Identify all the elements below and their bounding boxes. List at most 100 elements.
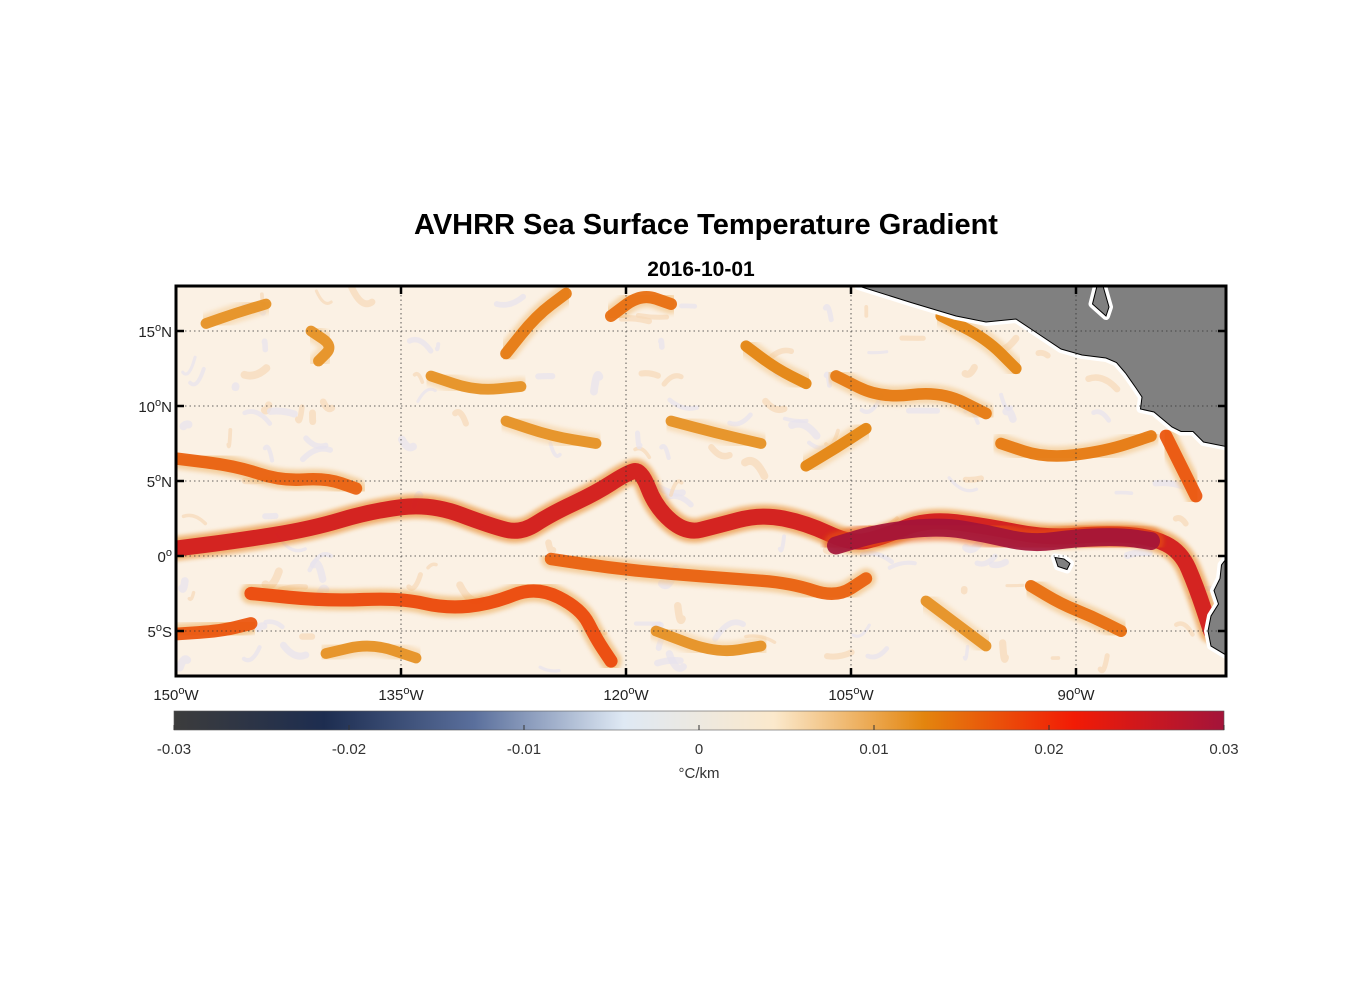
map-area <box>176 286 1226 676</box>
texture-streak <box>860 550 894 565</box>
texture-streak <box>1035 349 1051 359</box>
front-north-front-7 <box>305 325 335 367</box>
front-mid-front-1 <box>665 415 767 449</box>
texture-streak <box>865 646 890 660</box>
texture-streak <box>179 420 193 431</box>
texture-streak <box>548 441 562 458</box>
texture-streak <box>314 289 333 305</box>
texture-streak <box>398 435 417 452</box>
texture-streak <box>1002 406 1017 423</box>
texture-streak <box>638 370 661 379</box>
front-south-front-5 <box>650 625 767 657</box>
colorbar-tick-label: -0.01 <box>507 741 541 758</box>
texture-streak <box>851 623 871 638</box>
texture-streak <box>1097 653 1110 674</box>
texture-streak <box>263 619 285 630</box>
texture-streak <box>788 419 821 440</box>
colorbar-tick-label: 0.01 <box>859 741 888 758</box>
front-north-front-8 <box>740 340 812 390</box>
colorbar-tick-label: 0.03 <box>1209 741 1238 758</box>
texture-streak <box>538 665 561 673</box>
texture-streak <box>999 392 1014 411</box>
x-axis-ticks: 150oW 135oW 120oW 105oW 90oW <box>153 286 1095 704</box>
texture-streak <box>294 404 305 424</box>
colorbar-ticks: -0.03 -0.02 -0.01 0 0.01 0.02 0.03 <box>157 725 1239 758</box>
texture-streak <box>658 337 665 350</box>
texture-streak <box>633 446 652 460</box>
texture-streak <box>1114 490 1134 495</box>
tick-label: 105oW <box>828 685 874 704</box>
texture-streak <box>777 534 787 553</box>
texture-streak <box>741 456 769 480</box>
colorbar-tick-label: -0.02 <box>332 741 366 758</box>
texture-streak <box>762 397 788 414</box>
tick-label: 10oN <box>138 397 172 416</box>
texture-streak <box>241 645 262 663</box>
land-galapagos-islands <box>1054 556 1071 571</box>
texture-streak <box>999 639 1009 663</box>
texture-streak <box>989 558 1009 569</box>
front-north-front-4 <box>830 370 992 420</box>
chart-subtitle: 2016-10-01 <box>647 258 755 281</box>
texture-streak <box>181 513 208 526</box>
texture-streak <box>1091 409 1112 423</box>
front-southwest-front <box>176 617 258 641</box>
texture-streak <box>260 401 273 415</box>
texture-streak <box>1174 621 1195 637</box>
grid-lines <box>176 286 1226 676</box>
front-north-front-9 <box>935 310 1022 375</box>
texture-streak <box>493 293 527 308</box>
y-axis-ticks: 15oN 10oN 5oN 0o 5oS <box>138 322 1226 641</box>
texture-streak <box>782 416 809 423</box>
front-east-front-3 <box>920 595 992 652</box>
texture-streak <box>665 650 687 672</box>
front-north-front-6 <box>200 298 272 329</box>
tick-label: 135oW <box>378 685 424 704</box>
tick-label: 5oN <box>147 472 172 491</box>
front-mid-front-3 <box>500 415 602 449</box>
front-east-front-1 <box>1159 429 1203 503</box>
texture-streak <box>348 286 376 308</box>
texture-streak <box>674 602 686 625</box>
texture-streak <box>412 372 425 384</box>
texture-streak <box>665 493 694 508</box>
tick-label: 90oW <box>1058 685 1096 704</box>
texture-streak <box>1085 374 1121 393</box>
texture-streak <box>635 312 670 320</box>
texture-streak <box>887 560 917 570</box>
texture-streak <box>659 443 671 461</box>
texture-streak <box>416 387 437 403</box>
texture-streak <box>823 649 855 660</box>
texture-streak <box>708 444 733 460</box>
front-lines <box>176 286 1223 672</box>
texture-streak <box>319 398 336 413</box>
texture-streak <box>309 559 327 583</box>
texture-streak <box>1172 515 1189 527</box>
texture-streak <box>744 634 777 644</box>
texture-streak <box>634 430 643 450</box>
front-eastern-core <box>827 518 1160 555</box>
texture-streak <box>590 371 604 396</box>
texture-streak <box>262 444 275 463</box>
texture-streak <box>299 445 334 463</box>
texture-streak <box>279 641 310 660</box>
texture-streak <box>240 364 271 380</box>
texture-streak <box>974 553 998 567</box>
tick-label: 15oN <box>138 322 172 341</box>
texture-streak <box>452 409 469 427</box>
texture-streak <box>667 397 699 411</box>
texture-streak <box>266 407 298 418</box>
texture-streak <box>303 435 329 450</box>
colorbar-tick-label: 0 <box>695 741 703 758</box>
texture-streak <box>426 562 438 570</box>
texture-streak <box>822 303 834 323</box>
front-mid-front-2 <box>800 422 872 472</box>
texture-streak <box>962 644 970 661</box>
texture-streak <box>947 476 979 493</box>
texture-streak <box>178 577 189 593</box>
colorbar-tick-label: -0.03 <box>157 741 191 758</box>
texture-streak <box>226 428 233 449</box>
tick-label: 0o <box>158 547 172 566</box>
texture-streak <box>962 475 985 483</box>
